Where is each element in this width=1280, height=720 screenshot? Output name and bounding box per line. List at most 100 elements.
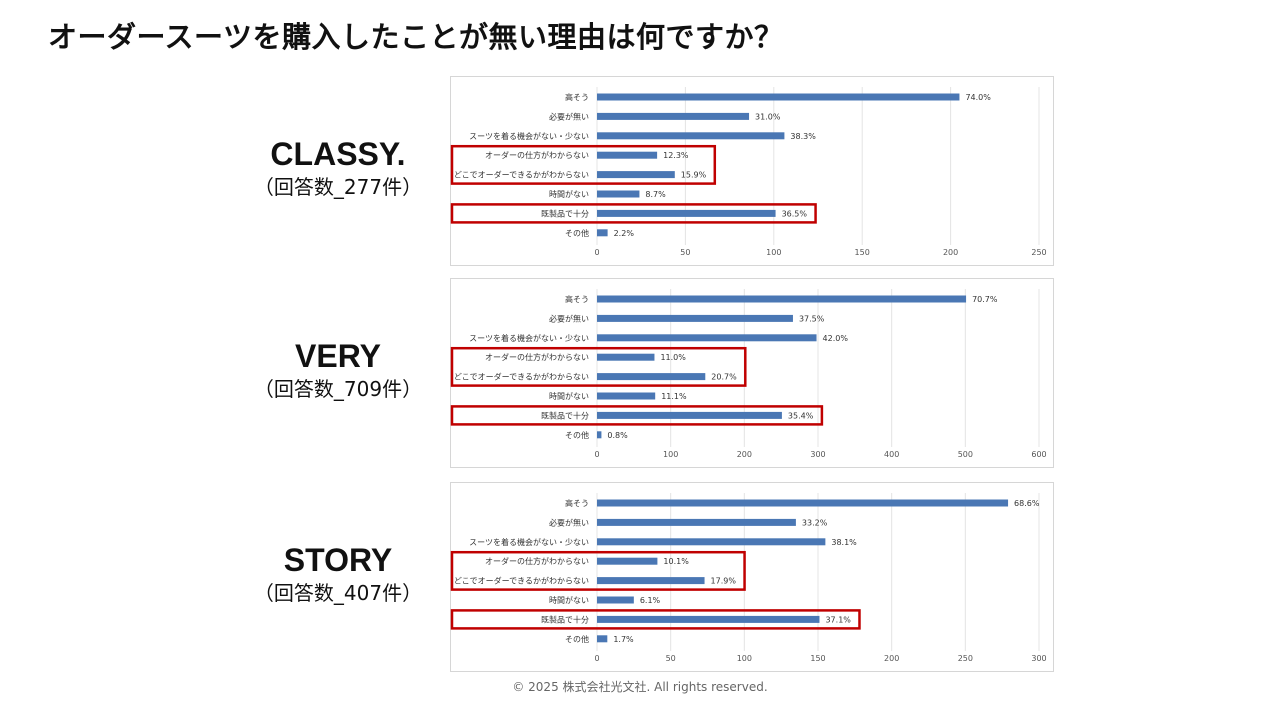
bar [597, 93, 960, 101]
bar [597, 518, 796, 526]
data-label: 38.1% [831, 538, 857, 547]
data-label: 31.0% [755, 112, 781, 121]
bar [597, 431, 602, 439]
bar [597, 499, 1009, 507]
story-label: STORY （回答数_407件） [238, 542, 438, 606]
highlight-box [450, 203, 817, 224]
data-label: 35.4% [788, 411, 814, 420]
data-label: 11.0% [660, 353, 686, 362]
x-tick-label: 50 [680, 248, 690, 257]
data-label: 42.0% [823, 334, 849, 343]
category-label: 既製品で十分 [541, 614, 589, 624]
category-label: オーダーの仕方がわからない [485, 150, 589, 160]
data-label: 15.9% [681, 171, 707, 180]
highlight-box [450, 405, 824, 426]
bar [597, 132, 785, 140]
x-tick-label: 150 [855, 248, 870, 257]
data-label: 36.5% [782, 209, 808, 218]
bar [597, 229, 608, 237]
x-tick-label: 100 [737, 654, 752, 663]
x-tick-label: 600 [1031, 450, 1046, 459]
bar [597, 392, 656, 400]
category-label: スーツを着る機会がない・少ない [469, 131, 589, 141]
bar [597, 596, 634, 604]
data-label: 10.1% [663, 557, 689, 566]
highlight-box [450, 609, 861, 630]
bar [597, 314, 793, 322]
copyright-notice: © 2025 株式会社光文社. All rights reserved. [512, 680, 768, 694]
data-label: 33.2% [802, 518, 828, 527]
category-label: その他 [565, 634, 589, 644]
response-count: （回答数_407件） [253, 581, 423, 605]
very-label: VERY （回答数_709件） [238, 338, 438, 402]
data-label: 8.7% [645, 190, 666, 199]
category-label: 既製品で十分 [541, 208, 589, 218]
bar [597, 209, 776, 217]
bar-chart-svg: 0 100 200 300 400 500 600 高そう 70.7% 必要が無い 37.5% スーツ… [450, 289, 1047, 459]
bar [597, 577, 705, 585]
x-tick-label: 100 [663, 450, 678, 459]
bar [597, 411, 782, 419]
data-label: 37.5% [799, 314, 825, 323]
x-tick-label: 500 [958, 450, 973, 459]
category-label: スーツを着る機会がない・少ない [469, 333, 589, 343]
data-label: 17.9% [711, 577, 737, 586]
category-label: 高そう [565, 498, 589, 508]
category-label: 必要が無い [549, 517, 589, 527]
highlight-box [450, 346, 747, 387]
category-label: スーツを着る機会がない・少ない [469, 537, 589, 547]
category-label: どこでオーダーできるかがわからない [454, 372, 589, 382]
bar-chart-svg: 0 50 100 150 200 250 300 高そう 68.6% 必要が無い 33.2% スーツを… [450, 493, 1047, 663]
category-label: 必要が無い [549, 313, 589, 323]
bar [597, 538, 826, 546]
magazine-name: STORY [283, 542, 393, 578]
x-tick-label: 250 [1031, 248, 1046, 257]
data-label: 38.3% [790, 132, 816, 141]
bar-chart-svg: 0 50 100 150 200 250 高そう 74.0% 必要が無い 31.0% スーツを着る機… [450, 87, 1047, 257]
magazine-name: CLASSY. [270, 136, 406, 172]
data-label: 74.0% [965, 93, 991, 102]
page-title: オーダースーツを購入したことが無い理由は何ですか？ [48, 20, 784, 54]
data-label: 0.8% [607, 431, 628, 440]
x-tick-label: 50 [666, 654, 676, 663]
classy-label: CLASSY. （回答数_277件） [238, 136, 438, 200]
highlight-box [450, 550, 746, 591]
category-label: 高そう [565, 294, 589, 304]
magazine-name: VERY [295, 338, 381, 374]
x-tick-label: 0 [594, 654, 599, 663]
x-tick-label: 0 [594, 450, 599, 459]
response-count: （回答数_277件） [253, 175, 423, 199]
bar [597, 615, 820, 623]
bar [597, 373, 706, 381]
x-tick-label: 200 [884, 654, 899, 663]
chart-very: 0 100 200 300 400 500 600 高そう 70.7% 必要が無い 37.5% スーツ… [450, 278, 1054, 468]
bar [597, 112, 750, 120]
x-tick-label: 150 [810, 654, 825, 663]
x-tick-label: 0 [594, 248, 599, 257]
bar [597, 557, 658, 565]
response-count: （回答数_709件） [253, 377, 423, 401]
chart-classy: 0 50 100 150 200 250 高そう 74.0% 必要が無い 31.0% スーツを着る機… [450, 76, 1054, 266]
category-label: 高そう [565, 92, 589, 102]
data-label: 12.3% [663, 151, 689, 160]
x-tick-label: 250 [958, 654, 973, 663]
x-tick-label: 400 [884, 450, 899, 459]
x-tick-label: 100 [766, 248, 781, 257]
data-label: 20.7% [711, 373, 737, 382]
bar [597, 171, 675, 179]
bar [597, 334, 817, 342]
bar [597, 635, 608, 643]
data-label: 1.7% [613, 635, 634, 644]
category-label: 必要が無い [549, 111, 589, 121]
category-label: オーダーの仕方がわからない [485, 352, 589, 362]
category-label: どこでオーダーできるかがわからない [454, 170, 589, 180]
highlight-box [450, 144, 717, 185]
data-label: 37.1% [825, 615, 851, 624]
data-label: 6.1% [640, 596, 661, 605]
category-label: 時間がない [549, 189, 589, 199]
category-label: 既製品で十分 [541, 410, 589, 420]
x-tick-label: 300 [1031, 654, 1046, 663]
category-label: 時間がない [549, 595, 589, 605]
category-label: その他 [565, 430, 589, 440]
data-label: 68.6% [1014, 499, 1040, 508]
